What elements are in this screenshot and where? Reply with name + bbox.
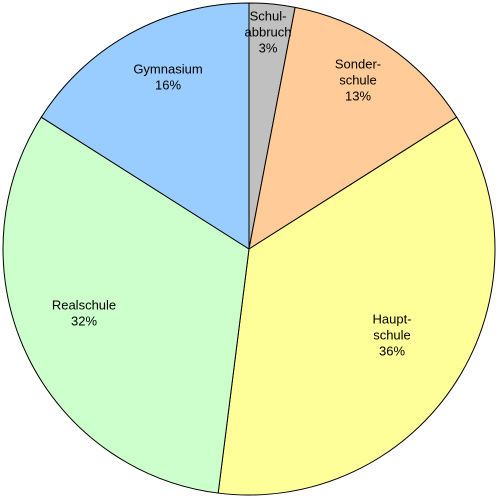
slice-label-line: schule bbox=[373, 327, 411, 342]
slice-label-line: abbruch bbox=[245, 24, 292, 39]
slice-label-line: 16% bbox=[155, 77, 181, 92]
slice-label-line: 32% bbox=[71, 313, 97, 328]
pie-slice bbox=[40, 2, 250, 250]
slice-label-line: 3% bbox=[259, 40, 278, 55]
slice-label: Haupt-schule 36% bbox=[372, 311, 411, 358]
pie-slices bbox=[2, 2, 496, 496]
slice-label: Gymnasium 16% bbox=[133, 61, 202, 92]
slice-label-line: 13% bbox=[345, 88, 371, 103]
slice-label: Sonder-schule 13% bbox=[335, 56, 381, 103]
pie-slice bbox=[2, 116, 250, 494]
slice-label: Schul-abbruch 3% bbox=[245, 8, 292, 55]
pie-labels: Schul-abbruch 3%Sonder-schule 13%Haupt-sch… bbox=[52, 8, 412, 358]
slice-label-line: Realschule bbox=[52, 297, 116, 312]
slice-label-line: Gymnasium bbox=[133, 61, 202, 76]
slice-label-line: Haupt- bbox=[372, 311, 411, 326]
slice-label: Realschule 32% bbox=[52, 297, 116, 328]
slice-label-line: Sonder- bbox=[335, 56, 381, 71]
pie-slice bbox=[217, 116, 496, 496]
slice-label-line: Schul- bbox=[250, 8, 287, 23]
slice-label-line: schule bbox=[339, 72, 377, 87]
pie-slice bbox=[248, 6, 458, 251]
slice-label-line: 36% bbox=[379, 343, 405, 358]
